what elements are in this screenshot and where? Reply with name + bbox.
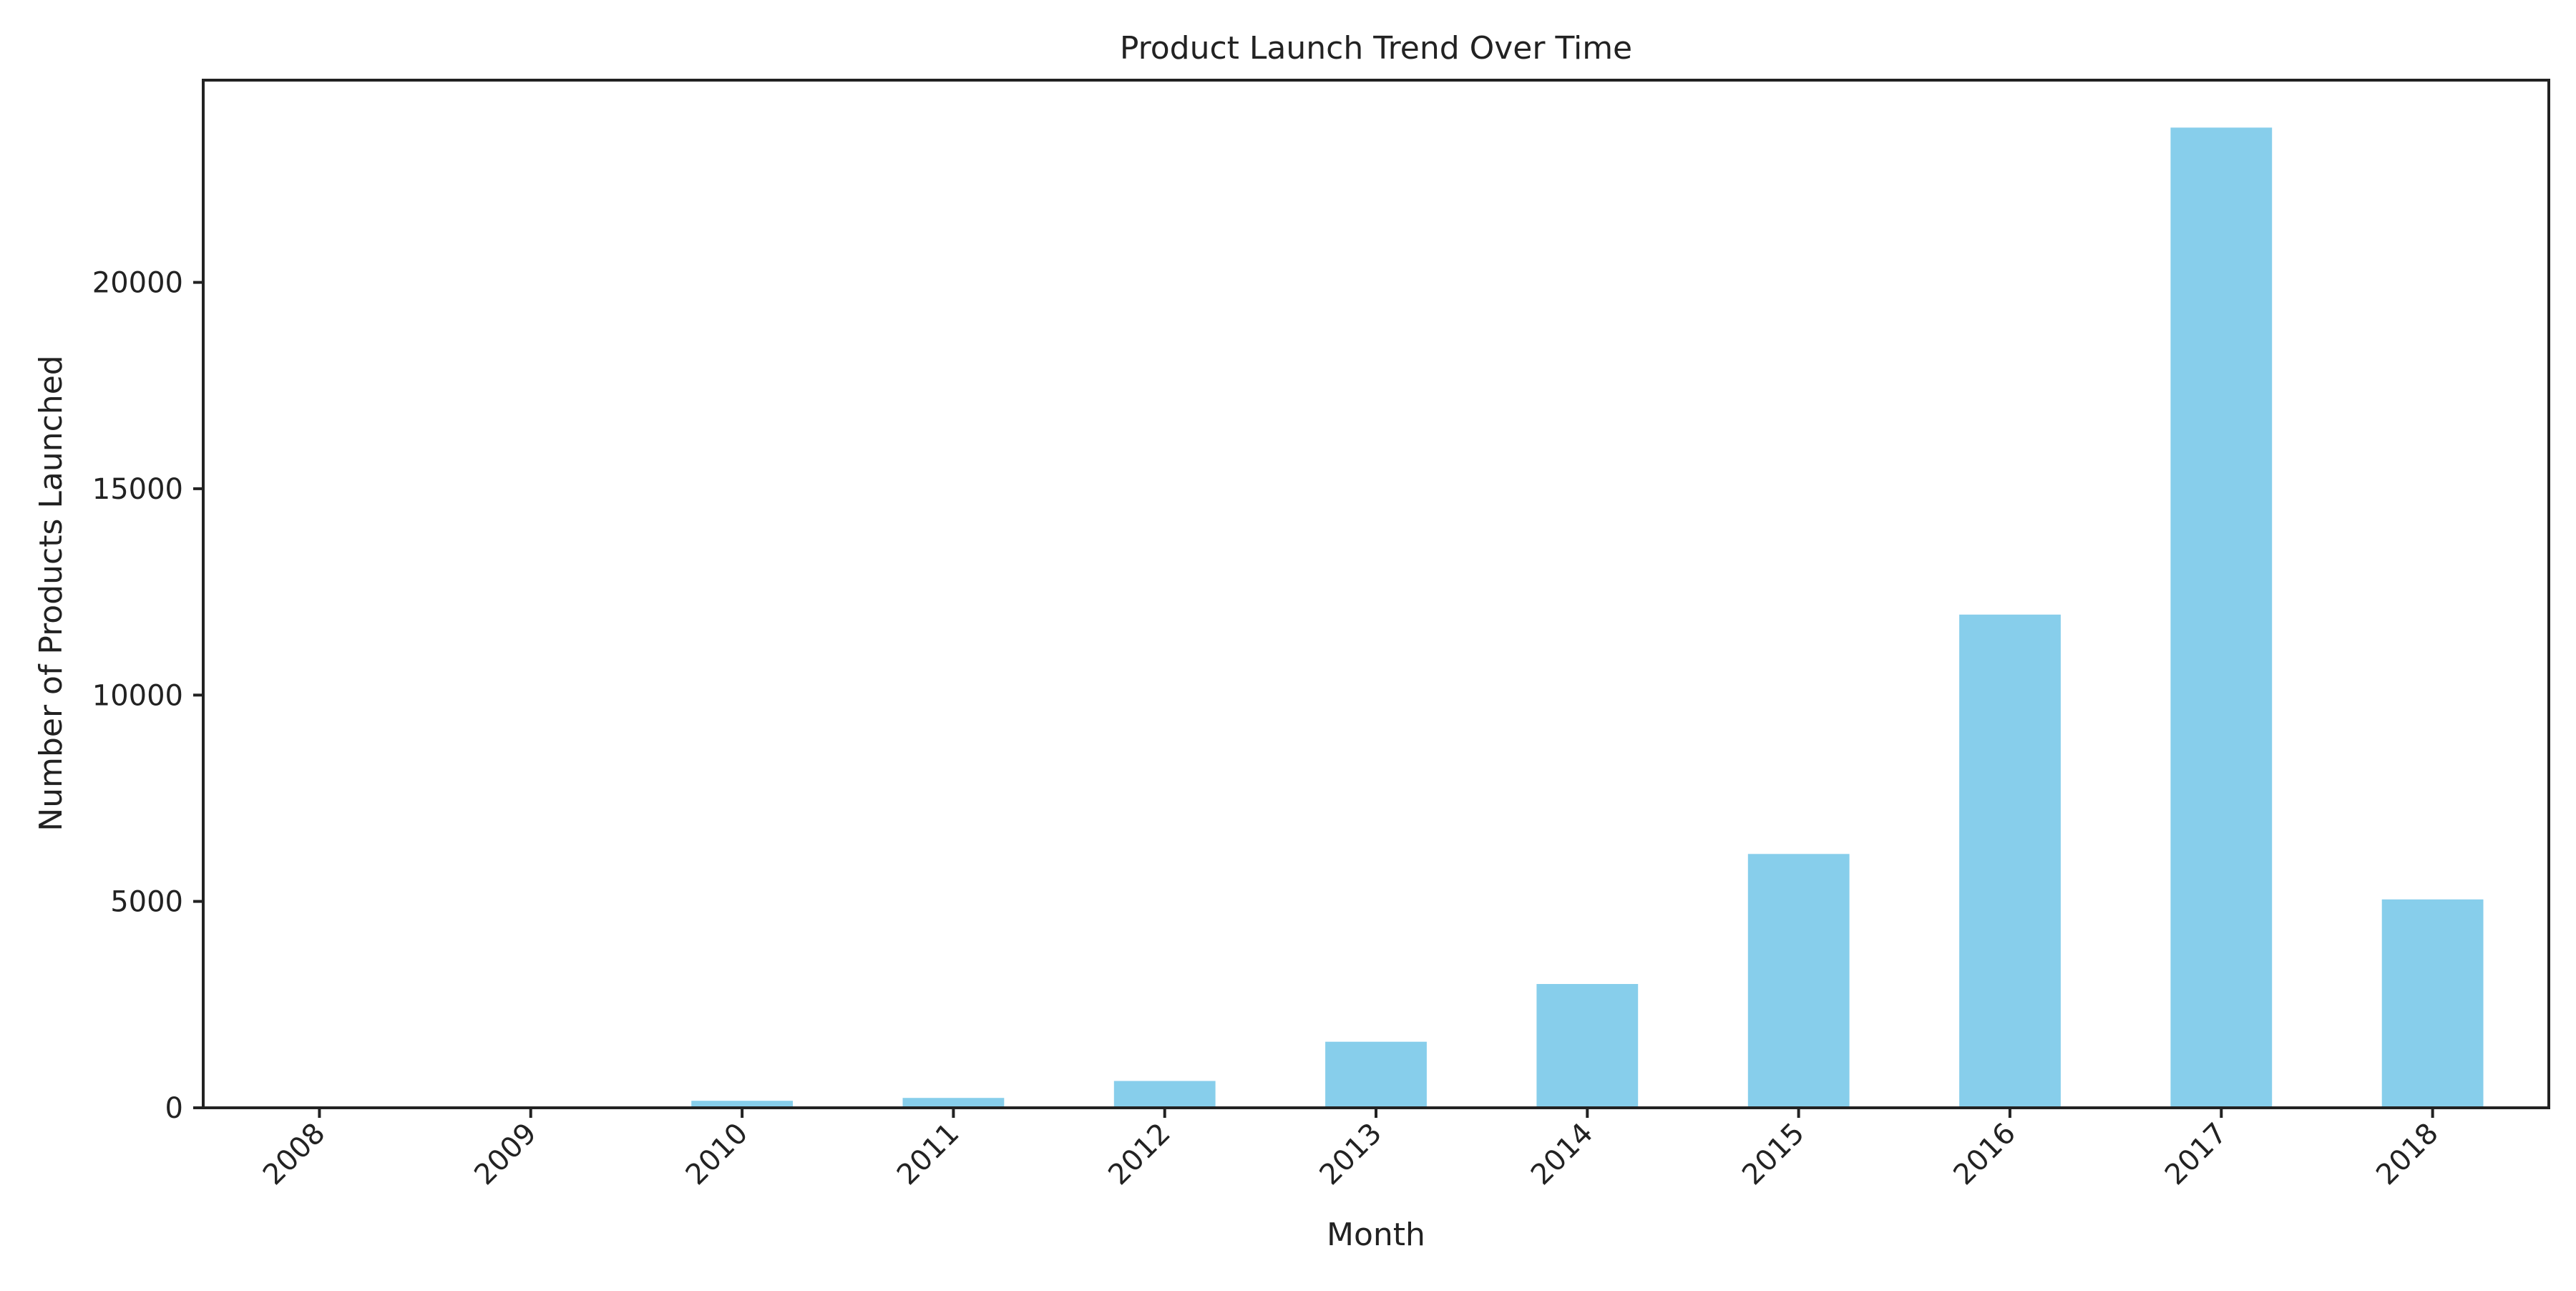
chart-title: Product Launch Trend Over Time [1120, 30, 1632, 67]
bar-2015 [1748, 854, 1850, 1108]
bar-2014 [1536, 984, 1638, 1108]
x-axis-ticks: 2008 2009 2010 2011 2012 2013 2014 2015 2016 2017… [257, 1108, 2445, 1192]
x-tick-label: 2016 [1947, 1117, 2022, 1192]
y-tick-label: 10000 [92, 679, 183, 712]
bar-2012 [1114, 1081, 1216, 1109]
bar-2017 [2170, 127, 2272, 1108]
y-axis-label: Number of Products Launched [33, 355, 69, 831]
bar-2018 [2382, 900, 2484, 1108]
x-tick-label: 2014 [1525, 1117, 1600, 1192]
x-tick-label: 2017 [2159, 1117, 2234, 1192]
y-tick-label: 0 [165, 1092, 183, 1125]
x-axis-label: Month [1327, 1217, 1425, 1253]
x-tick-label: 2012 [1102, 1117, 1177, 1192]
x-tick-label: 2013 [1314, 1117, 1389, 1192]
x-tick-label: 2015 [1736, 1117, 1811, 1192]
x-tick-label: 2008 [257, 1117, 332, 1192]
y-axis-ticks: 0 5000 10000 15000 20000 [92, 267, 203, 1125]
y-tick-label: 20000 [92, 267, 183, 300]
bar-2011 [903, 1098, 1005, 1108]
y-tick-label: 5000 [110, 886, 183, 919]
y-tick-label: 15000 [92, 473, 183, 506]
x-tick-label: 2009 [468, 1117, 543, 1192]
bars-layer [269, 127, 2484, 1108]
x-tick-label: 2018 [2370, 1117, 2445, 1192]
x-tick-label: 2011 [891, 1117, 966, 1192]
x-tick-label: 2010 [680, 1117, 755, 1192]
bar-2016 [1959, 615, 2061, 1108]
bar-2013 [1325, 1042, 1427, 1108]
